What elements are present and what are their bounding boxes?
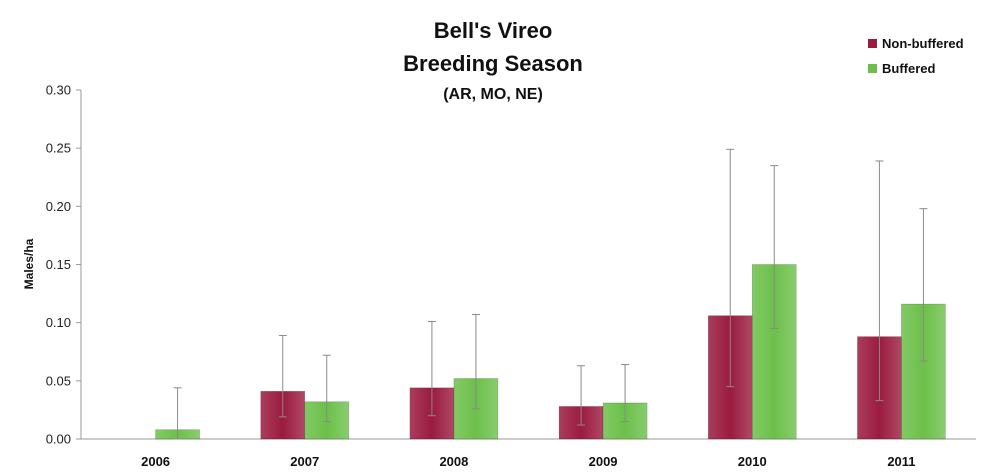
legend-label-non-buffered: Non-buffered [882, 36, 964, 51]
x-tick-label: 2006 [141, 454, 170, 469]
chart-subtitle-region: (AR, MO, NE) [443, 86, 543, 103]
chart-subtitle: Breeding Season [403, 51, 583, 76]
error-bars [173, 148, 928, 440]
legend-swatch-non-buffered [868, 39, 877, 48]
x-tick-label: 2007 [290, 454, 319, 469]
y-tick-label: 0.15 [46, 257, 71, 272]
y-tick-label: 0.20 [46, 199, 71, 214]
x-categories: 2006 2007 2008 2009 2010 2011 [141, 454, 915, 469]
chart-title: Bell's Vireo [434, 18, 553, 43]
y-ticks: 0.00 0.05 0.10 0.15 0.20 0.25 0.30 [46, 83, 81, 447]
y-tick-label: 0.30 [46, 83, 71, 98]
y-axis-label: Males/ha [22, 238, 36, 289]
x-tick-label: 2010 [738, 454, 767, 469]
y-tick-label: 0.10 [46, 315, 71, 330]
legend-label-buffered: Buffered [882, 61, 936, 76]
y-tick-label: 0.00 [46, 432, 71, 447]
bars [155, 264, 946, 440]
y-tick-label: 0.25 [46, 141, 71, 156]
legend: Non-buffered Buffered [868, 36, 964, 76]
legend-swatch-buffered [868, 64, 877, 73]
x-tick-label: 2011 [887, 454, 915, 469]
y-tick-label: 0.05 [46, 373, 71, 388]
x-tick-label: 2008 [439, 454, 468, 469]
x-tick-label: 2009 [589, 454, 618, 469]
